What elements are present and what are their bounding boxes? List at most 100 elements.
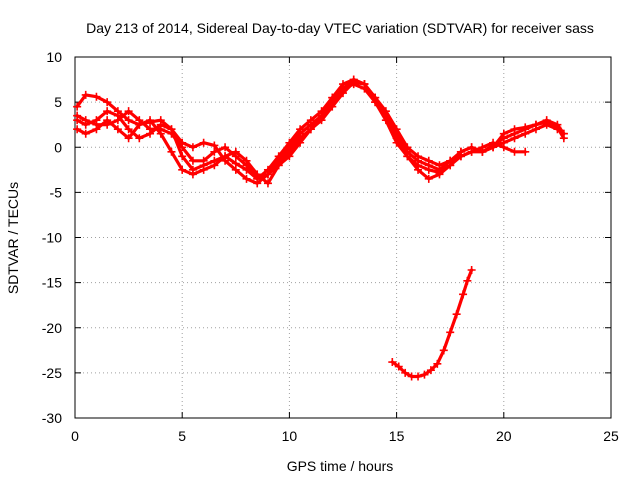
- data-point: [81, 129, 90, 138]
- data-point: [103, 98, 112, 107]
- data-point: [553, 125, 562, 134]
- data-point: [231, 159, 240, 168]
- data-point: [388, 358, 397, 367]
- data-point: [263, 170, 272, 179]
- data-point: [253, 174, 262, 183]
- data-point: [81, 90, 90, 99]
- data-point: [199, 156, 208, 165]
- data-point: [435, 161, 444, 170]
- data-point: [401, 368, 410, 377]
- data-point: [424, 156, 433, 165]
- data-point: [371, 93, 380, 102]
- data-point: [167, 129, 176, 138]
- data-point: [489, 138, 498, 147]
- data-point: [420, 370, 429, 379]
- data-point: [381, 107, 390, 116]
- data-point: [392, 134, 401, 143]
- data-point: [463, 276, 472, 285]
- data-point: [521, 147, 530, 156]
- data-point: [92, 92, 101, 101]
- y-tick-label: -25: [42, 365, 62, 381]
- data-point: [403, 152, 412, 161]
- data-point: [414, 165, 423, 174]
- data-point: [135, 116, 144, 125]
- data-point: [199, 138, 208, 147]
- x-tick-label: 10: [282, 428, 298, 444]
- data-point: [414, 372, 423, 381]
- x-tick-label: 20: [496, 428, 512, 444]
- data-point: [467, 265, 476, 274]
- data-point: [467, 147, 476, 156]
- y-tick-label: -10: [42, 230, 62, 246]
- y-tick-label: 10: [46, 49, 62, 65]
- data-point: [242, 161, 251, 170]
- data-point: [360, 80, 369, 89]
- data-point: [296, 125, 305, 134]
- series-track-5: [388, 265, 476, 381]
- data-point: [478, 143, 487, 152]
- data-point: [285, 138, 294, 147]
- series-line: [390, 268, 474, 379]
- data-point: [339, 84, 347, 93]
- x-tick-labels: 0 5 10 15 20 25: [71, 428, 619, 444]
- grid-lines: [75, 57, 611, 418]
- data-point: [317, 111, 326, 120]
- data-point: [439, 346, 448, 355]
- data-point: [81, 116, 90, 125]
- data-point: [178, 143, 187, 152]
- data-point: [426, 366, 435, 375]
- data-point: [221, 152, 230, 161]
- y-tick-label: -5: [50, 184, 63, 200]
- data-point: [124, 125, 133, 134]
- x-tick-label: 15: [389, 428, 405, 444]
- data-point: [103, 120, 112, 129]
- data-point: [531, 125, 540, 134]
- x-axis-label: GPS time / hours: [287, 458, 394, 474]
- y-tick-label: -20: [42, 320, 62, 336]
- data-point: [178, 165, 187, 174]
- data-point: [446, 328, 455, 337]
- data-point: [349, 75, 358, 84]
- data-point: [263, 179, 272, 188]
- data-point: [414, 152, 423, 161]
- x-tick-label: 5: [178, 428, 186, 444]
- data-point: [124, 107, 133, 116]
- data-point: [113, 116, 122, 125]
- data-point: [510, 134, 519, 143]
- data-point: [146, 125, 155, 134]
- data-point: [188, 143, 197, 152]
- x-tick-label: 0: [71, 428, 79, 444]
- y-tick-labels: 10 5 0 -5 -10 -15 -20 -25 -30: [42, 49, 62, 426]
- data-point: [73, 125, 82, 134]
- data-point: [178, 152, 187, 161]
- data-point: [394, 362, 403, 371]
- data-point: [274, 152, 283, 161]
- chart-title: Day 213 of 2014, Sidereal Day-to-day VTE…: [86, 20, 594, 36]
- data-point: [73, 111, 82, 120]
- data-point: [403, 143, 412, 152]
- y-tick-label: -15: [42, 275, 62, 291]
- data-point: [113, 125, 122, 134]
- data-point: [103, 107, 112, 116]
- data-point: [542, 120, 551, 129]
- data-point: [210, 161, 219, 170]
- data-point: [306, 116, 315, 125]
- y-axis-label: SDTVAR / TECUs: [5, 182, 21, 294]
- data-point: [456, 152, 465, 161]
- data-point: [510, 147, 519, 156]
- data-point: [285, 152, 294, 161]
- data-point: [188, 170, 197, 179]
- data-point: [392, 125, 401, 134]
- data-point: [433, 359, 442, 368]
- data-point: [92, 120, 101, 129]
- series-track-3: [73, 78, 568, 188]
- data-point: [210, 147, 219, 156]
- tick-marks: [74, 56, 612, 419]
- data-point: [521, 129, 530, 138]
- data-point: [199, 165, 208, 174]
- data-point: [559, 129, 568, 138]
- data-point: [306, 125, 315, 134]
- data-point: [135, 134, 144, 143]
- x-tick-label: 25: [603, 428, 619, 444]
